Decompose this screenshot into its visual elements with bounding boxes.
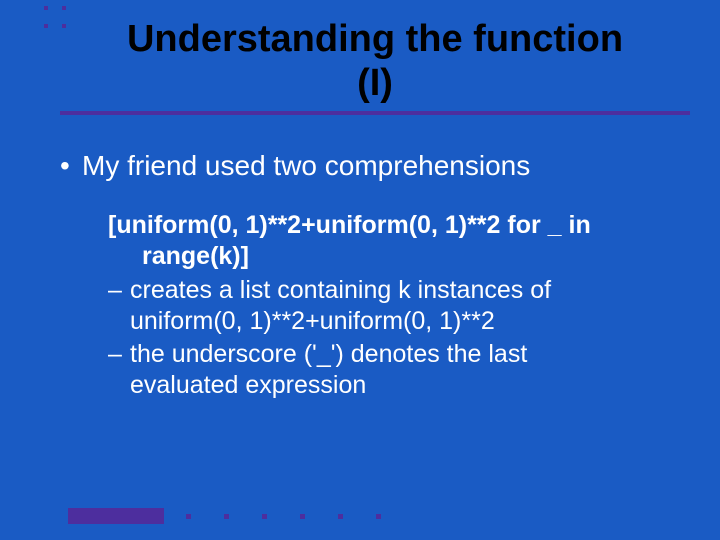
sub2-cont: evaluated expression (130, 370, 680, 401)
title-line-1: Understanding the function (127, 18, 623, 60)
dot-icon (44, 6, 48, 10)
dot-icon (62, 6, 66, 10)
sub2-text: the underscore ('_') denotes the last (130, 340, 527, 368)
dot-icon (186, 514, 191, 519)
dot-icon (338, 514, 343, 519)
bullet-l2: creates a list containing k instances of… (108, 275, 680, 338)
sub1-text: creates a list containing k instances of (130, 276, 551, 304)
dot-icon (376, 514, 381, 519)
code-main: [uniform(0, 1)**2+uniform(0, 1)**2 for _… (108, 211, 591, 239)
dot-icon (44, 24, 48, 28)
bullet-l1: My friend used two comprehensions (60, 150, 680, 182)
decor-bottom (68, 504, 668, 526)
slide-body: My friend used two comprehensions [unifo… (60, 150, 680, 402)
bullet-l2: the underscore ('_') denotes the last ev… (108, 339, 680, 402)
indented-block: [uniform(0, 1)**2+uniform(0, 1)**2 for _… (108, 210, 680, 402)
dot-icon (300, 514, 305, 519)
decor-bar (68, 508, 164, 524)
code-line: [uniform(0, 1)**2+uniform(0, 1)**2 for _… (108, 210, 680, 273)
slide-title: Understanding the function (I) (60, 18, 690, 115)
code-wrap: range(k)] (108, 241, 680, 272)
dot-icon (224, 514, 229, 519)
sub1-cont: uniform(0, 1)**2+uniform(0, 1)**2 (130, 306, 680, 337)
slide: Understanding the function (I) My friend… (0, 0, 720, 540)
dot-icon (262, 514, 267, 519)
title-line-2: (I) (60, 62, 690, 106)
